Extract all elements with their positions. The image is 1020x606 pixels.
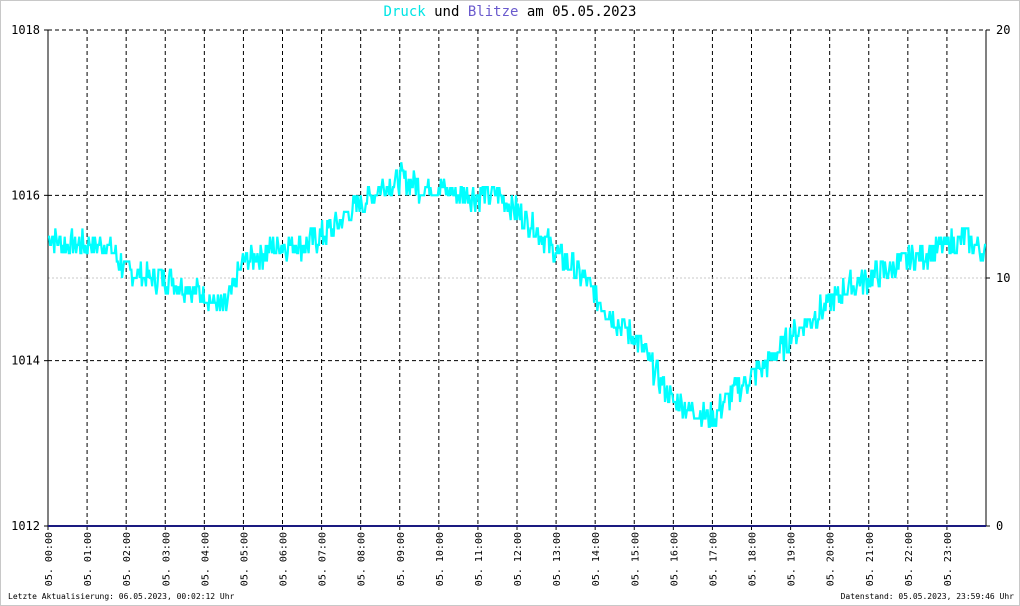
x-tick-label: 05. 07:00 [318,532,329,586]
left-tick-label: 1018 [11,23,40,37]
x-tick-label: 05. 14:00 [591,532,602,586]
x-tick-label: 05. 11:00 [474,532,485,586]
x-tick-label: 05. 05:00 [239,532,250,586]
left-tick-label: 1016 [11,188,40,202]
x-tick-label: 05. 08:00 [357,532,368,586]
chart-title: Druck und Blitze am 05.05.2023 [0,4,1020,20]
x-tick-label: 05. 22:00 [904,532,915,586]
data-status-text: Datenstand: 05.05.2023, 23:59:46 Uhr [840,592,1014,601]
title-am: am [526,4,544,20]
x-tick-label: 05. 10:00 [435,532,446,586]
title-und: und [434,4,460,20]
right-tick-label: 0 [996,519,1003,533]
x-tick-label: 05. 18:00 [748,532,759,586]
left-tick-label: 1012 [11,519,40,533]
x-tick-label: 05. 23:00 [943,532,954,586]
x-tick-label: 05. 09:00 [396,532,407,586]
right-tick-label: 20 [996,23,1010,37]
title-druck: Druck [383,4,426,20]
title-blitze: Blitze [467,4,519,20]
x-tick-label: 05. 16:00 [669,532,680,586]
right-tick-label: 10 [996,271,1010,285]
x-tick-label: 05. 17:00 [708,532,719,586]
last-update-text: Letzte Aktualisierung: 06.05.2023, 00:02… [8,592,235,601]
x-tick-label: 05. 02:00 [122,532,133,586]
x-tick-label: 05. 12:00 [513,532,524,586]
x-tick-label: 05. 21:00 [865,532,876,586]
left-tick-label: 1014 [11,354,40,368]
x-tick-label: 05. 19:00 [787,532,798,586]
x-tick-label: 05. 15:00 [630,532,641,586]
x-tick-label: 05. 20:00 [826,532,837,586]
x-tick-label: 05. 04:00 [200,532,211,586]
x-tick-label: 05. 13:00 [552,532,563,586]
x-tick-label: 05. 06:00 [279,532,290,586]
title-date: 05.05.2023 [552,4,637,20]
druck-series-line [47,162,987,428]
x-tick-label: 05. 03:00 [161,532,172,586]
x-tick-label: 05. 01:00 [83,532,94,586]
x-tick-label: 05. 00:00 [44,532,55,586]
